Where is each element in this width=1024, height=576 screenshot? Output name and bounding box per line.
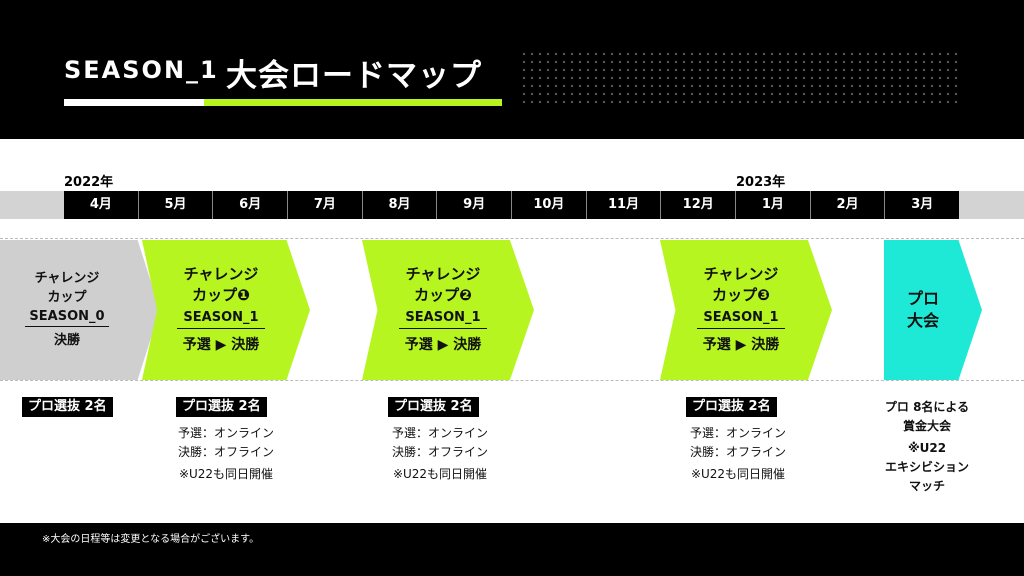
event-name-line: チャレンジ — [34, 270, 100, 286]
detail-line: マッチ — [908, 479, 945, 493]
detail-line: 賞金大会 — [902, 419, 951, 433]
month-cell: 2月 — [809, 191, 885, 219]
event-name-line: カップ❸ — [712, 285, 770, 304]
year-label-2022: 2022年 — [64, 175, 114, 190]
detail-line: 決勝：オフライン — [177, 445, 274, 459]
header-underline-green — [204, 99, 502, 106]
event-stage: 予選 ▶ 決勝 — [182, 336, 260, 353]
event-arrow-cup2: チャレンジ カップ❷ SEASON_1 予選 ▶ 決勝 — [362, 240, 534, 380]
event-arrow-cup3: チャレンジ カップ❸ SEASON_1 予選 ▶ 決勝 — [660, 240, 832, 380]
month-cell: 1月 — [735, 191, 810, 219]
detail-line: 決勝：オフライン — [689, 445, 786, 459]
month-cell: 8月 — [361, 191, 437, 219]
event-arrow-cup1: チャレンジ カップ❶ SEASON_1 予選 ▶ 決勝 — [142, 240, 310, 380]
event-arrow-pro: プロ 大会 — [884, 240, 982, 380]
detail-note: ※U22も同日開催 — [178, 467, 274, 481]
month-cell: 10月 — [511, 191, 586, 219]
event-name-line: プロ — [906, 289, 939, 308]
header-underline-white — [64, 99, 204, 106]
detail-line: 予選：オンライン — [689, 426, 786, 440]
event-name-line: チャレンジ — [405, 264, 481, 283]
event-season: SEASON_1 — [697, 308, 785, 329]
header-season-label: SEASON_1 — [64, 56, 219, 84]
event-detail-cup2: 予選：オンライン 決勝：オフライン ※U22も同日開催 — [380, 424, 500, 484]
event-season: SEASON_1 — [399, 308, 487, 329]
event-name-line: 大会 — [906, 311, 939, 330]
month-cell: 7月 — [287, 191, 362, 219]
pro-selection-badge: プロ選抜 2名 — [686, 397, 777, 417]
event-detail-pro: プロ 8名による 賞金大会 ※U22 エキシビション マッチ — [864, 398, 990, 496]
month-cell: 11月 — [585, 191, 661, 219]
event-detail-cup3: 予選：オンライン 決勝：オフライン ※U22も同日開催 — [678, 424, 798, 484]
month-cell: 6月 — [212, 191, 287, 219]
event-band — [0, 238, 1024, 381]
month-cell: 4月 — [89, 197, 112, 212]
month-cell: 12月 — [660, 191, 735, 219]
event-stage: 予選 ▶ 決勝 — [702, 336, 780, 353]
year-label-2023: 2023年 — [736, 175, 786, 190]
event-name-line: チャレンジ — [703, 264, 779, 283]
month-bar: 4月 5月 6月 7月 8月 9月 10月 11月 12月 1月 2月 3月 — [64, 191, 959, 219]
event-name-line: カップ❷ — [414, 285, 472, 304]
footer-note: ※大会の日程等は変更となる場合がございます。 — [42, 534, 260, 545]
pro-selection-badge: プロ選抜 2名 — [388, 397, 479, 417]
detail-line: 予選：オンライン — [391, 426, 488, 440]
event-stage: 予選 ▶ 決勝 — [404, 336, 482, 353]
detail-line: 決勝：オフライン — [391, 445, 488, 459]
detail-line: プロ 8名による — [884, 400, 970, 414]
event-arrow-season0: チャレンジ カップ SEASON_0 決勝 — [0, 240, 160, 380]
event-season: SEASON_0 — [25, 307, 109, 327]
pro-selection-badge: プロ選抜 2名 — [22, 397, 113, 417]
detail-note: ※U22も同日開催 — [690, 467, 786, 481]
event-stage: 決勝 — [53, 332, 80, 348]
event-season: SEASON_1 — [177, 308, 265, 329]
detail-line: 予選：オンライン — [177, 426, 274, 440]
month-cell: 5月 — [137, 191, 213, 219]
detail-line: ※U22 — [907, 441, 947, 455]
detail-line: エキシビション — [884, 460, 969, 474]
page-title: 大会ロードマップ — [226, 58, 482, 94]
footer-band — [0, 523, 1024, 576]
pro-selection-badge: プロ選抜 2名 — [176, 397, 267, 417]
event-name-line: カップ❶ — [192, 285, 250, 304]
event-name-line: カップ — [47, 289, 87, 305]
event-detail-cup1: 予選：オンライン 決勝：オフライン ※U22も同日開催 — [166, 424, 286, 484]
event-name-line: チャレンジ — [183, 264, 259, 283]
month-cell: 9月 — [436, 191, 511, 219]
detail-note: ※U22も同日開催 — [392, 467, 488, 481]
month-cell: 3月 — [884, 191, 959, 219]
header-dot-pattern — [520, 50, 960, 106]
